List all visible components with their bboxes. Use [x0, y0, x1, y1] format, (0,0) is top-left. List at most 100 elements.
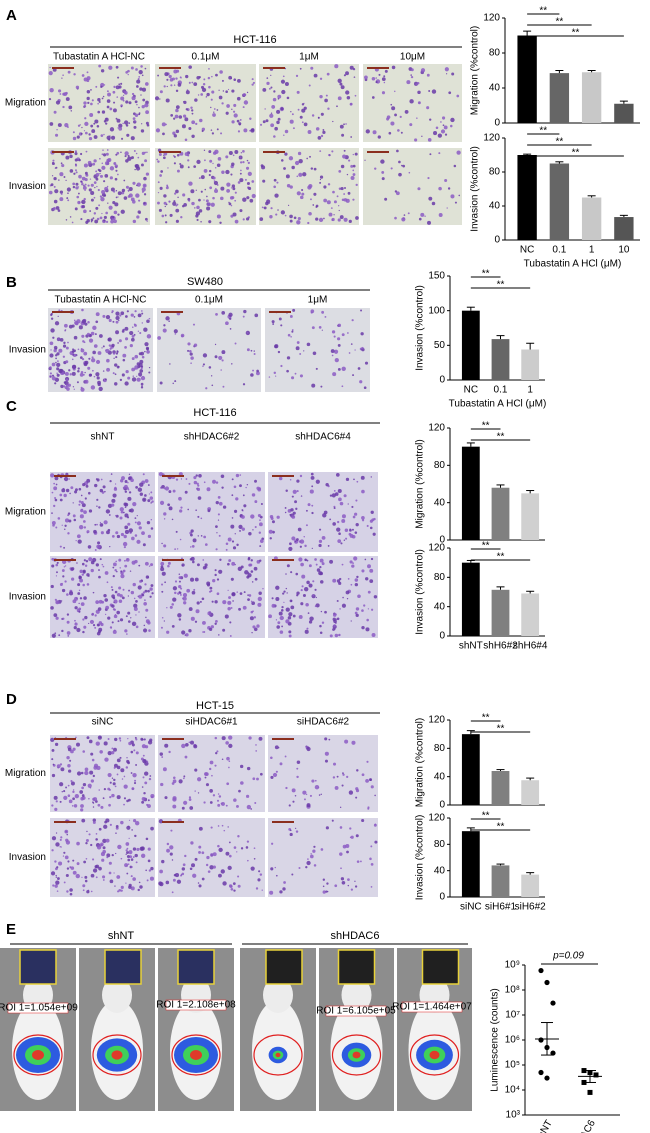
stained-cell	[115, 330, 120, 335]
stained-cell	[135, 68, 138, 71]
stained-cell	[456, 150, 461, 155]
stained-cell	[174, 192, 177, 195]
significance-label: **	[482, 713, 490, 724]
y-tick-label: 40	[434, 601, 446, 612]
stained-cell	[247, 594, 249, 597]
stained-cell	[54, 167, 57, 169]
stained-cell	[329, 518, 332, 521]
stained-cell	[292, 614, 296, 618]
stained-cell	[74, 490, 78, 494]
stained-cell	[222, 881, 227, 886]
stained-cell	[90, 752, 94, 756]
stained-cell	[214, 149, 219, 154]
stained-cell	[360, 332, 364, 336]
stained-cell	[54, 807, 58, 811]
stained-cell	[50, 871, 56, 876]
stained-cell	[139, 359, 144, 364]
stained-cell	[195, 609, 200, 614]
stained-cell	[53, 504, 56, 508]
stained-cell	[345, 537, 348, 540]
stained-cell	[141, 104, 145, 109]
stained-cell	[81, 126, 83, 129]
y-tick-label: 120	[483, 133, 500, 144]
stained-cell	[311, 485, 314, 488]
stained-cell	[69, 154, 73, 159]
column-label: siHDAC6#1	[185, 717, 238, 728]
stained-cell	[104, 186, 109, 191]
stained-cell	[220, 474, 225, 479]
stained-cell	[62, 344, 67, 348]
stained-cell	[212, 794, 216, 797]
stained-cell	[100, 531, 104, 535]
stained-cell	[332, 522, 336, 526]
stained-cell	[83, 860, 87, 864]
stained-cell	[336, 195, 339, 198]
stained-cell	[240, 152, 242, 154]
bar	[521, 780, 540, 805]
stained-cell	[355, 216, 359, 220]
stained-cell	[81, 818, 86, 823]
stained-cell	[189, 867, 193, 871]
stained-cell	[181, 124, 186, 129]
stained-cell	[98, 627, 103, 632]
stained-cell	[303, 798, 306, 801]
stained-cell	[189, 352, 193, 356]
stained-cell	[275, 619, 278, 621]
roi-label: ROI 1=6.105e+05	[316, 1006, 396, 1017]
stained-cell	[120, 768, 125, 773]
stained-cell	[63, 546, 66, 549]
stained-cell	[169, 852, 173, 856]
stained-cell	[361, 519, 365, 522]
stained-cell	[125, 557, 130, 562]
stained-cell	[351, 564, 355, 568]
stained-cell	[354, 94, 357, 97]
stained-cell	[238, 607, 242, 611]
stained-cell	[85, 857, 88, 860]
stained-cell	[296, 767, 299, 770]
stained-cell	[349, 102, 353, 106]
stained-cell	[56, 571, 58, 574]
stained-cell	[343, 123, 345, 126]
stained-cell	[177, 83, 182, 87]
stained-cell	[367, 564, 371, 569]
stained-cell	[157, 192, 160, 194]
stained-cell	[146, 151, 148, 154]
stained-cell	[281, 159, 284, 162]
stained-cell	[82, 186, 87, 190]
stained-cell	[111, 588, 114, 591]
stained-cell	[275, 375, 277, 377]
stained-cell	[63, 381, 67, 384]
stained-cell	[357, 367, 361, 370]
stained-cell	[84, 767, 89, 772]
stained-cell	[323, 185, 327, 189]
stained-cell	[135, 152, 138, 155]
stained-cell	[114, 590, 118, 594]
stained-cell	[90, 331, 95, 336]
stained-cell	[96, 505, 98, 507]
stained-cell	[56, 877, 60, 880]
stained-cell	[209, 159, 213, 163]
stained-cell	[87, 575, 90, 577]
stained-cell	[222, 505, 227, 509]
stained-cell	[128, 473, 131, 475]
stained-cell	[82, 884, 86, 888]
stained-cell	[201, 597, 205, 601]
x-tick-label: 0.1	[494, 385, 508, 396]
stained-cell	[182, 114, 187, 118]
stained-cell	[454, 201, 457, 204]
stained-cell	[58, 309, 61, 312]
stained-cell	[116, 758, 121, 763]
stained-cell	[221, 350, 226, 355]
stained-cell	[54, 497, 57, 499]
stained-cell	[227, 607, 231, 611]
stained-cell	[256, 369, 259, 373]
stained-cell	[331, 218, 334, 221]
stained-cell	[246, 766, 251, 771]
stained-cell	[139, 492, 144, 496]
stained-cell	[221, 824, 224, 827]
stained-cell	[383, 75, 386, 78]
stained-cell	[116, 151, 120, 155]
stained-cell	[296, 90, 300, 94]
stained-cell	[239, 172, 242, 175]
stained-cell	[92, 774, 95, 778]
